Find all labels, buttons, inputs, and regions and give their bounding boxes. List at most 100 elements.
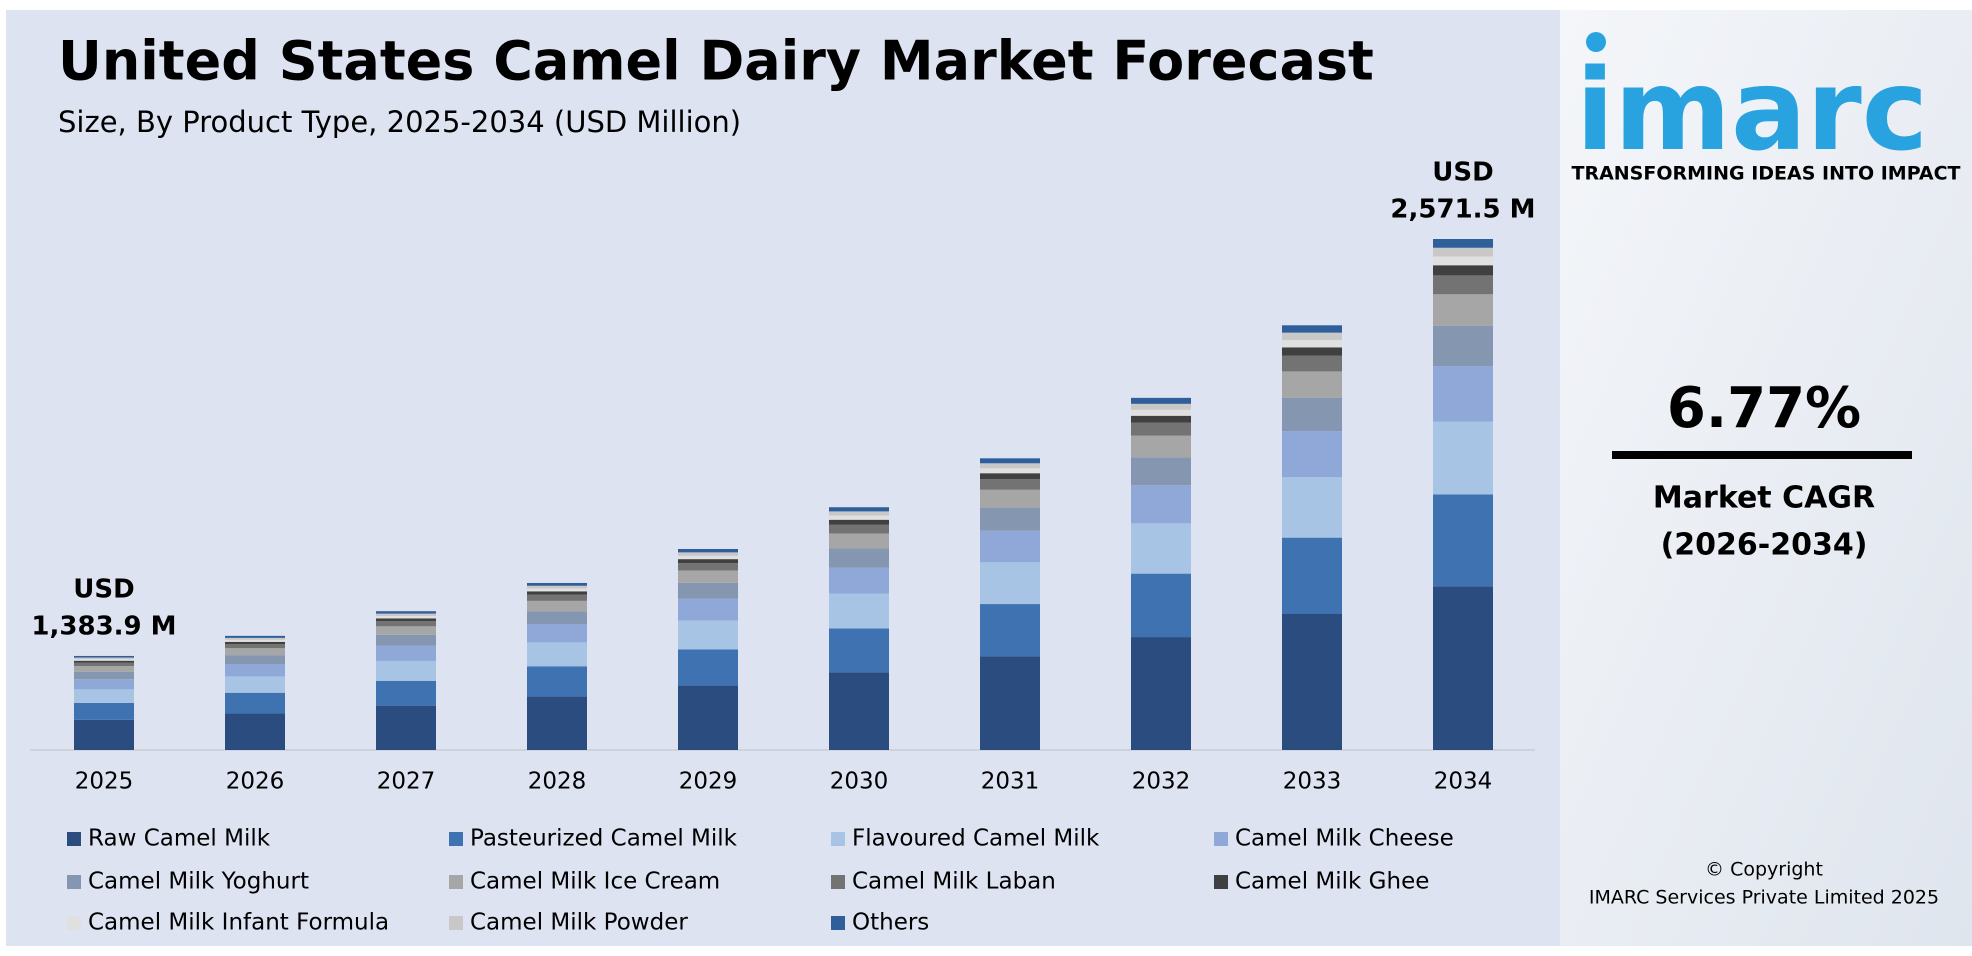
bar-segment	[225, 692, 285, 714]
x-tick-label: 2028	[528, 769, 587, 795]
bar-segment	[74, 702, 134, 720]
x-tick-label: 2029	[679, 769, 738, 795]
total-annotation: 1,383.9 M	[31, 611, 176, 641]
bar-segment	[980, 489, 1040, 508]
bar-segment	[980, 468, 1040, 474]
legend-swatch	[449, 916, 463, 930]
bar-segment	[980, 656, 1040, 750]
x-tick-label: 2026	[226, 769, 285, 795]
bar-segment	[376, 680, 436, 706]
x-tick-label: 2025	[75, 769, 134, 795]
bar-segment	[1282, 347, 1342, 356]
cagr-period: (2026-2034)	[1661, 528, 1868, 563]
legend-label: Camel Milk Powder	[470, 910, 688, 936]
bar-segment	[829, 548, 889, 568]
bar-segment	[376, 705, 436, 750]
chart-subtitle: Size, By Product Type, 2025-2034 (USD Mi…	[58, 105, 741, 139]
bar-segment	[527, 696, 587, 750]
tagline: TRANSFORMING IDEAS INTO IMPACT	[1571, 163, 1960, 185]
bar-segment	[225, 664, 285, 677]
bar-segment	[678, 582, 738, 599]
bar-segment	[527, 611, 587, 625]
bar-segment	[225, 648, 285, 656]
bar-segment	[829, 672, 889, 750]
bar-segment	[376, 615, 436, 619]
bar-segment	[1131, 403, 1191, 410]
legend-label: Camel Milk Cheese	[1235, 826, 1454, 852]
bar-segment	[376, 660, 436, 681]
bar-segment	[829, 567, 889, 594]
bar-segment	[829, 507, 889, 512]
legend-swatch	[67, 832, 81, 846]
bar-segment	[980, 463, 1040, 469]
bar-segment	[1433, 366, 1493, 422]
bar-segment	[1433, 256, 1493, 266]
bar-segment	[376, 645, 436, 661]
bar-segment	[74, 659, 134, 661]
bar-segment	[829, 519, 889, 525]
legend-label: Pasteurized Camel Milk	[470, 826, 738, 852]
bar-segment	[678, 555, 738, 560]
bar-segment	[74, 671, 134, 680]
bar-segment	[376, 613, 436, 616]
total-annotation: 2,571.5 M	[1390, 195, 1535, 225]
bar-segment	[1131, 457, 1191, 486]
bar-segment	[376, 611, 436, 614]
cagr-label: Market CAGR	[1653, 481, 1875, 516]
x-tick-label: 2030	[830, 769, 889, 795]
bar-segment	[1433, 265, 1493, 276]
bar-segment	[1131, 523, 1191, 574]
legend-label: Camel Milk Yoghurt	[88, 869, 309, 895]
bar-segment	[829, 593, 889, 629]
legend-label: Camel Milk Laban	[852, 869, 1056, 895]
bar-segment	[980, 507, 1040, 531]
bar-segment	[527, 624, 587, 643]
bar-segment	[74, 662, 134, 667]
bar-segment	[225, 641, 285, 645]
bar-segment	[980, 478, 1040, 490]
bar-segment	[376, 618, 436, 622]
bar-segment	[1433, 294, 1493, 326]
bar-segment	[829, 628, 889, 673]
bar-segment	[74, 719, 134, 750]
bar-segment	[1131, 485, 1191, 524]
bar-segment	[74, 666, 134, 672]
bar-segment	[1131, 573, 1191, 638]
total-annotation: USD	[73, 574, 134, 604]
bar-segment	[1131, 422, 1191, 436]
bar-segment	[74, 655, 134, 658]
bar-segment	[829, 515, 889, 520]
side-panel	[1560, 10, 1972, 946]
bar-segment	[1131, 435, 1191, 458]
bar-segment	[980, 604, 1040, 657]
legend-label: Flavoured Camel Milk	[852, 826, 1100, 852]
x-tick-label: 2033	[1283, 769, 1342, 795]
bar-segment	[980, 458, 1040, 464]
bar-segment	[678, 563, 738, 571]
x-tick-label: 2027	[377, 769, 436, 795]
bar-segment	[678, 685, 738, 750]
legend-label: Camel Milk Ice Cream	[470, 869, 720, 895]
bar-segment	[1282, 371, 1342, 398]
bar-segment	[527, 591, 587, 595]
bar-segment	[829, 524, 889, 534]
bar-segment	[225, 635, 285, 638]
bar-segment	[1433, 275, 1493, 295]
bar-segment	[1433, 494, 1493, 587]
bar-segment	[829, 533, 889, 549]
bar-segment	[1282, 332, 1342, 341]
bar-segment	[678, 559, 738, 564]
legend-swatch	[1214, 832, 1228, 846]
x-tick-label: 2032	[1132, 769, 1191, 795]
bar-segment	[74, 657, 134, 660]
bar-segment	[829, 511, 889, 516]
bar-segment	[527, 585, 587, 589]
legend-label: Camel Milk Infant Formula	[88, 910, 389, 936]
bar-segment	[1433, 421, 1493, 495]
legend-swatch	[831, 875, 845, 889]
cagr-value: 6.77%	[1667, 376, 1861, 441]
bar-segment	[527, 588, 587, 592]
bar-segment	[1282, 340, 1342, 348]
bar-segment	[1131, 637, 1191, 750]
logo-dot	[1586, 32, 1606, 52]
